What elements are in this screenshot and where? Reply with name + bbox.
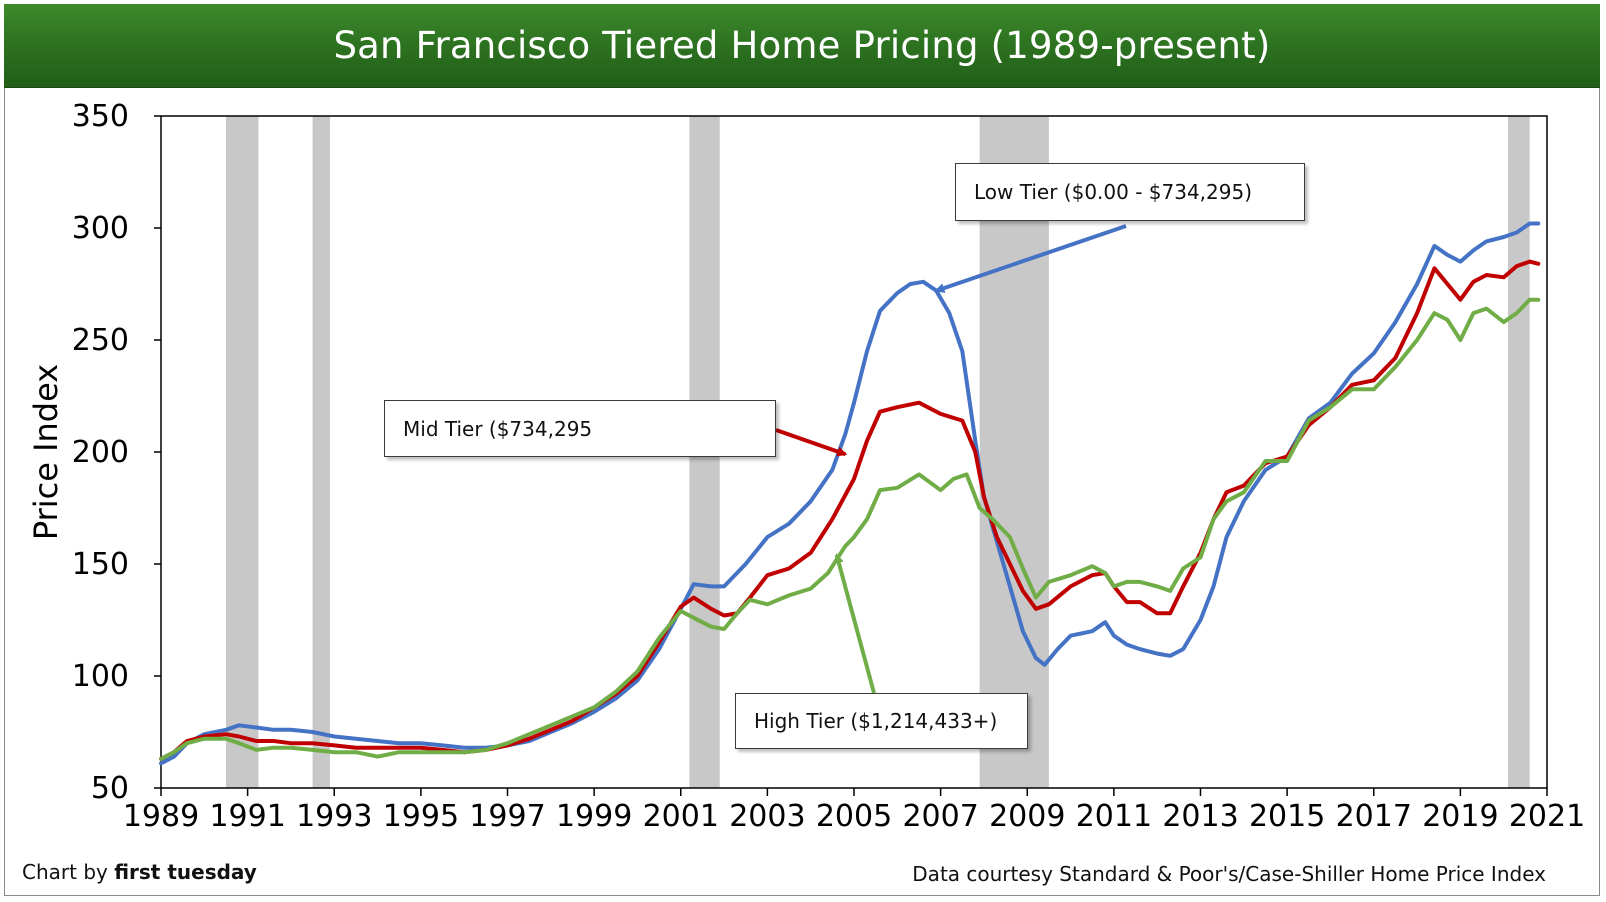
y-tick-label: 350 — [72, 99, 129, 134]
mid-tier-label: Mid Tier ($734,295 — [403, 416, 593, 441]
x-tick-label: 2019 — [1422, 799, 1498, 834]
y-tick-label: 250 — [72, 323, 129, 358]
mid-tier-annotation: Mid Tier ($734,295 — [384, 400, 776, 457]
x-tick-label: 1991 — [209, 799, 285, 834]
y-tick-label: 50 — [91, 771, 129, 806]
mid-tier-arrow — [775, 428, 848, 457]
x-tick-label: 2021 — [1509, 799, 1585, 834]
high-tier-arrow — [833, 553, 876, 694]
x-tick-label: 1989 — [123, 799, 199, 834]
x-tick-label: 2015 — [1249, 799, 1325, 834]
title-bar: San Francisco Tiered Home Pricing (1989-… — [4, 4, 1600, 88]
x-tick-label: 1997 — [469, 799, 545, 834]
series-line-low-tier — [159, 221, 1541, 766]
low-tier-arrow — [934, 224, 1127, 293]
series-line-mid-tier — [159, 259, 1541, 761]
recession-band-1 — [312, 116, 330, 788]
high-tier-label: High Tier ($1,214,433+) — [754, 709, 998, 733]
y-tick-label: 100 — [72, 659, 129, 694]
x-tick-label: 2011 — [1076, 799, 1152, 834]
recession-band-0 — [225, 116, 259, 788]
credit-brand: first tuesday — [114, 860, 257, 884]
y-tick-label: 150 — [72, 547, 129, 582]
x-tick-label: 1999 — [556, 799, 632, 834]
y-axis-label: Price Index — [27, 364, 65, 540]
y-tick-label: 200 — [72, 435, 129, 470]
recession-band-3 — [979, 116, 1049, 788]
high-tier-annotation: High Tier ($1,214,433+) — [735, 693, 1028, 749]
x-tick-label: 2017 — [1336, 799, 1412, 834]
series-line-high-tier — [159, 297, 1541, 761]
data-source: Data courtesy Standard & Poor's/Case-Shi… — [912, 862, 1546, 886]
x-tick-label: 2005 — [816, 799, 892, 834]
credit-prefix: Chart by — [22, 860, 115, 884]
chart-credit: Chart by first tuesday — [22, 860, 257, 884]
recession-band-4 — [1508, 116, 1530, 788]
x-tick-label: 2007 — [902, 799, 978, 834]
x-tick-label: 2013 — [1162, 799, 1238, 834]
y-tick-label: 300 — [72, 211, 129, 246]
plot-area-border — [160, 115, 1548, 789]
low-tier-label: Low Tier ($0.00 - $734,295) — [974, 180, 1253, 204]
x-tick-label: 2001 — [643, 799, 719, 834]
x-tick-label: 2003 — [729, 799, 805, 834]
chart-title: San Francisco Tiered Home Pricing (1989-… — [333, 24, 1271, 67]
x-tick-label: 2009 — [989, 799, 1065, 834]
low-tier-annotation: Low Tier ($0.00 - $734,295) — [955, 163, 1305, 221]
x-tick-label: 1993 — [296, 799, 372, 834]
x-tick-label: 1995 — [383, 799, 459, 834]
